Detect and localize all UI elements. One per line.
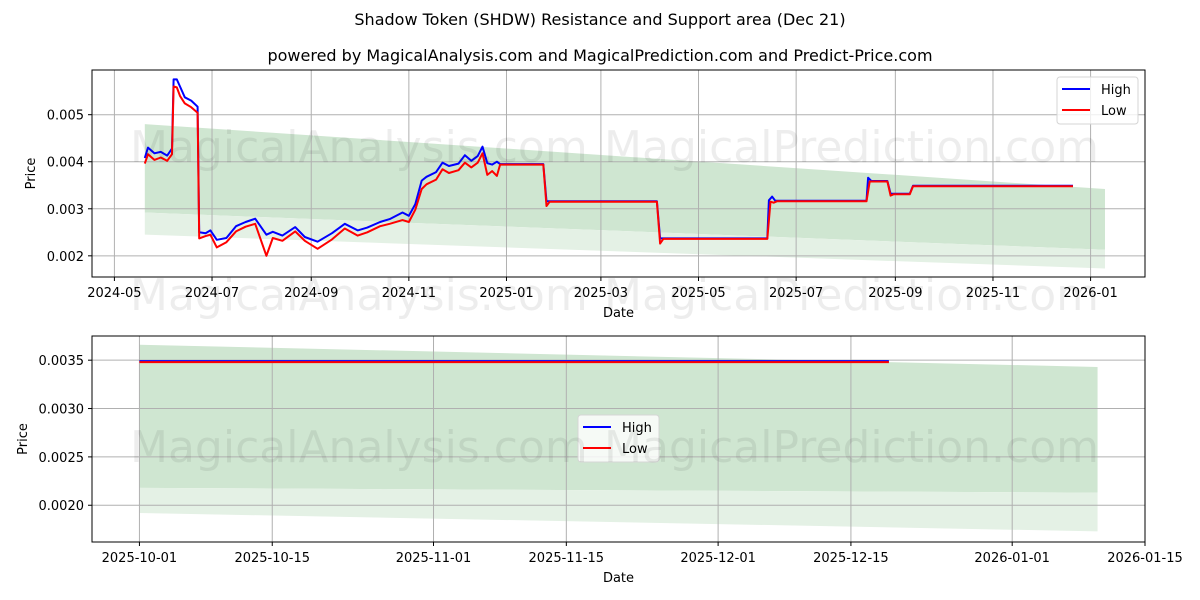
watermark-text: MagicalAnalysis.com bbox=[130, 270, 588, 321]
x-tick-label: 2026-01-01 bbox=[974, 551, 1050, 566]
x-tick-label: 2025-10-15 bbox=[234, 551, 310, 566]
x-tick-label: 2024-07 bbox=[185, 286, 239, 301]
y-axis-label: Price bbox=[24, 158, 39, 190]
x-tick-label: 2024-09 bbox=[284, 286, 338, 301]
x-tick-label: 2025-10-01 bbox=[102, 551, 178, 566]
legend-label-high: High bbox=[1101, 83, 1131, 98]
x-tick-label: 2025-11 bbox=[966, 286, 1020, 301]
resistance-support-outer-band bbox=[139, 487, 1098, 532]
resistance-support-outer-band bbox=[144, 212, 1105, 269]
watermark-text: MagicalAnalysis.com bbox=[130, 122, 588, 173]
y-tick-label: 0.002 bbox=[47, 250, 84, 265]
x-tick-label: 2026-01 bbox=[1063, 286, 1117, 301]
x-tick-label: 2025-11-15 bbox=[529, 551, 605, 566]
y-tick-label: 0.0035 bbox=[39, 354, 85, 369]
x-tick-label: 2025-01 bbox=[479, 286, 533, 301]
legend-label-high: High bbox=[622, 421, 652, 436]
chart-subtitle: powered by MagicalAnalysis.com and Magic… bbox=[267, 46, 933, 65]
chart-panel-1: 2024-05 2024-07 2024-09 2024-11 2025-01 2025-… bbox=[24, 69, 1146, 321]
x-axis-label: Date bbox=[603, 571, 634, 586]
resistance-support-inner-band bbox=[144, 124, 1105, 250]
legend-label-low: Low bbox=[1101, 104, 1127, 119]
y-tick-label: 0.0020 bbox=[39, 499, 85, 514]
x-tick-label: 2025-05 bbox=[671, 286, 725, 301]
series-low-line bbox=[143, 85, 1073, 257]
plot-frame bbox=[91, 69, 1146, 278]
legend-label-low: Low bbox=[622, 442, 648, 457]
y-tick-label: 0.003 bbox=[47, 203, 84, 218]
x-tick-label: 2024-11 bbox=[382, 286, 436, 301]
x-tick-label: 2024-05 bbox=[87, 286, 141, 301]
x-tick-label: 2025-07 bbox=[769, 286, 823, 301]
chart-title: Shadow Token (SHDW) Resistance and Suppo… bbox=[354, 10, 846, 29]
chart-panel-2: 2025-10-01 2025-10-15 2025-11-01 2025-11-15… bbox=[16, 335, 1183, 586]
legend: High Low bbox=[1056, 76, 1139, 125]
x-tick-label: 2025-12-01 bbox=[680, 551, 756, 566]
x-tick-label: 2025-11-01 bbox=[396, 551, 472, 566]
y-tick-label: 0.0030 bbox=[39, 403, 85, 418]
y-axis-label: Price bbox=[16, 423, 31, 455]
watermark-text: MagicalPrediction.com bbox=[604, 122, 1099, 173]
plot-frame bbox=[91, 335, 1146, 543]
watermark-text: MagicalPrediction.com bbox=[604, 422, 1099, 473]
x-tick-label: 2025-09 bbox=[868, 286, 922, 301]
x-axis-label: Date bbox=[603, 306, 634, 321]
watermark-text: MagicalAnalysis.com bbox=[130, 422, 588, 473]
x-tick-label: 2025-03 bbox=[574, 286, 628, 301]
y-tick-label: 0.005 bbox=[47, 109, 84, 124]
legend: High Low bbox=[577, 414, 660, 463]
x-tick-label: 2025-12-15 bbox=[813, 551, 889, 566]
watermark-text: MagicalPrediction.com bbox=[604, 270, 1099, 321]
x-tick-label: 2026-01-15 bbox=[1107, 551, 1183, 566]
y-tick-label: 0.004 bbox=[47, 156, 84, 171]
y-tick-label: 0.0025 bbox=[39, 451, 85, 466]
